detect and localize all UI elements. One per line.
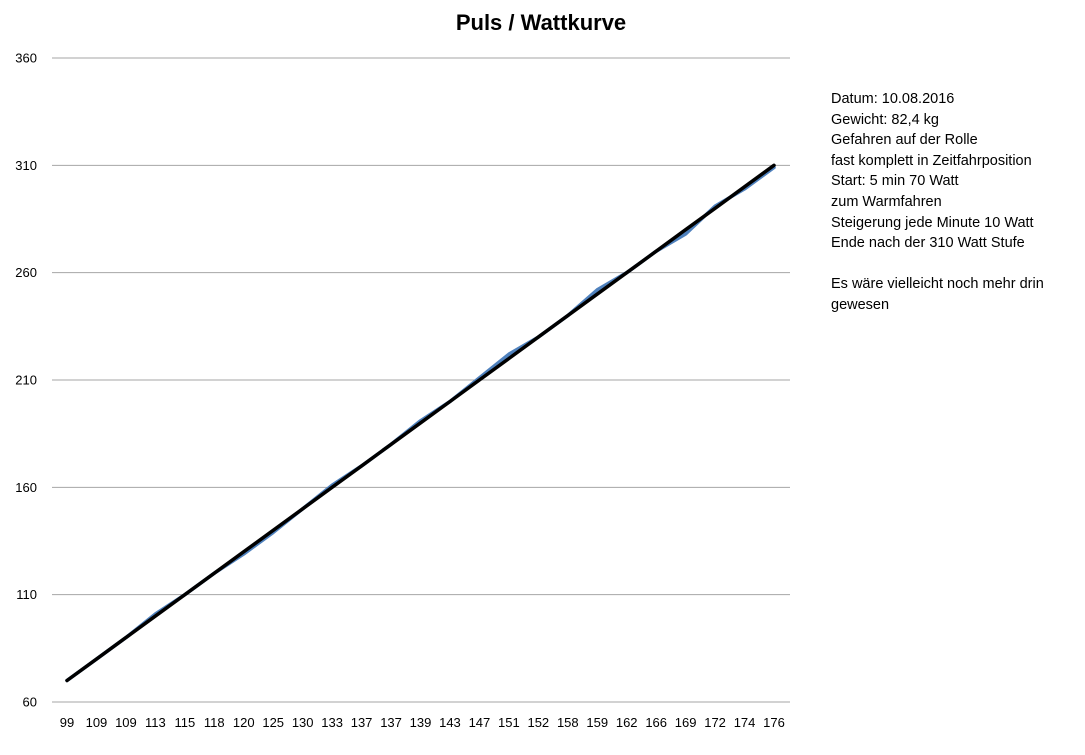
annotation-line: Gefahren auf der Rolle bbox=[831, 132, 978, 149]
x-tick-label: 174 bbox=[734, 715, 756, 730]
x-tick-label: 130 bbox=[292, 715, 314, 730]
annotation-line: Datum: 10.08.2016 bbox=[831, 91, 955, 107]
x-tick-label: 120 bbox=[233, 715, 255, 730]
x-tick-label: 139 bbox=[410, 715, 432, 730]
annotation-line: zum Warmfahren bbox=[831, 193, 942, 210]
series-line-2 bbox=[65, 163, 776, 683]
x-tick-label: 99 bbox=[60, 715, 74, 730]
y-tick-label: 260 bbox=[15, 265, 37, 280]
x-tick-label: 166 bbox=[645, 715, 667, 730]
gridlines bbox=[52, 57, 790, 703]
annotation-line bbox=[831, 254, 1076, 275]
y-tick-label: 360 bbox=[15, 51, 37, 66]
x-tick-label: 137 bbox=[351, 715, 373, 730]
x-tick-label: 125 bbox=[262, 715, 284, 730]
x-tick-label: 169 bbox=[675, 715, 697, 730]
annotation-line: Start: 5 min 70 Watt bbox=[831, 173, 959, 190]
x-tick-label: 109 bbox=[86, 715, 108, 730]
x-tick-label: 118 bbox=[204, 715, 225, 730]
x-axis-ticks: 99 109 109 113 115 118 120 125 130 133 137 137 139 14… bbox=[60, 715, 785, 730]
x-tick-label: 115 bbox=[174, 715, 195, 730]
x-tick-label: 109 bbox=[115, 715, 137, 730]
x-tick-label: 159 bbox=[586, 715, 608, 730]
y-tick-label: 310 bbox=[15, 158, 37, 173]
annotation-line: Gewicht: 82,4 kg bbox=[831, 111, 939, 128]
x-tick-label: 147 bbox=[469, 715, 491, 730]
annotation-line: Ende nach der 310 Watt Stufe bbox=[831, 235, 1025, 252]
x-tick-label: 113 bbox=[145, 715, 166, 730]
x-tick-label: 137 bbox=[380, 715, 402, 730]
x-tick-label: 176 bbox=[763, 715, 785, 730]
series-lines bbox=[65, 163, 776, 683]
x-tick-label: 143 bbox=[439, 715, 461, 730]
y-tick-label: 60 bbox=[23, 695, 37, 710]
x-tick-label: 152 bbox=[527, 715, 549, 730]
y-tick-label: 210 bbox=[15, 373, 37, 388]
y-tick-label: 110 bbox=[16, 587, 37, 602]
x-tick-label: 151 bbox=[498, 715, 520, 730]
x-tick-label: 172 bbox=[704, 715, 726, 730]
x-tick-label: 158 bbox=[557, 715, 579, 730]
y-axis-ticks: 60 110 160 210 260 310 360 bbox=[15, 51, 37, 710]
annotation-line: fast komplett in Zeitfahrposition bbox=[831, 152, 1032, 169]
x-tick-label: 162 bbox=[616, 715, 638, 730]
chart-title: Puls / Wattkurve bbox=[456, 10, 626, 35]
y-tick-label: 160 bbox=[15, 480, 37, 495]
annotation-line: Es wäre vielleicht noch mehr drin bbox=[831, 276, 1044, 293]
annotation-text-box: Datum: 10.08.2016 Gewicht: 82,4 kg Gefahre… bbox=[831, 89, 1076, 316]
annotation-line: gewesen bbox=[831, 296, 890, 313]
x-tick-label: 133 bbox=[321, 715, 343, 730]
annotation-line: Steigerung jede Minute 10 Watt bbox=[831, 214, 1034, 231]
